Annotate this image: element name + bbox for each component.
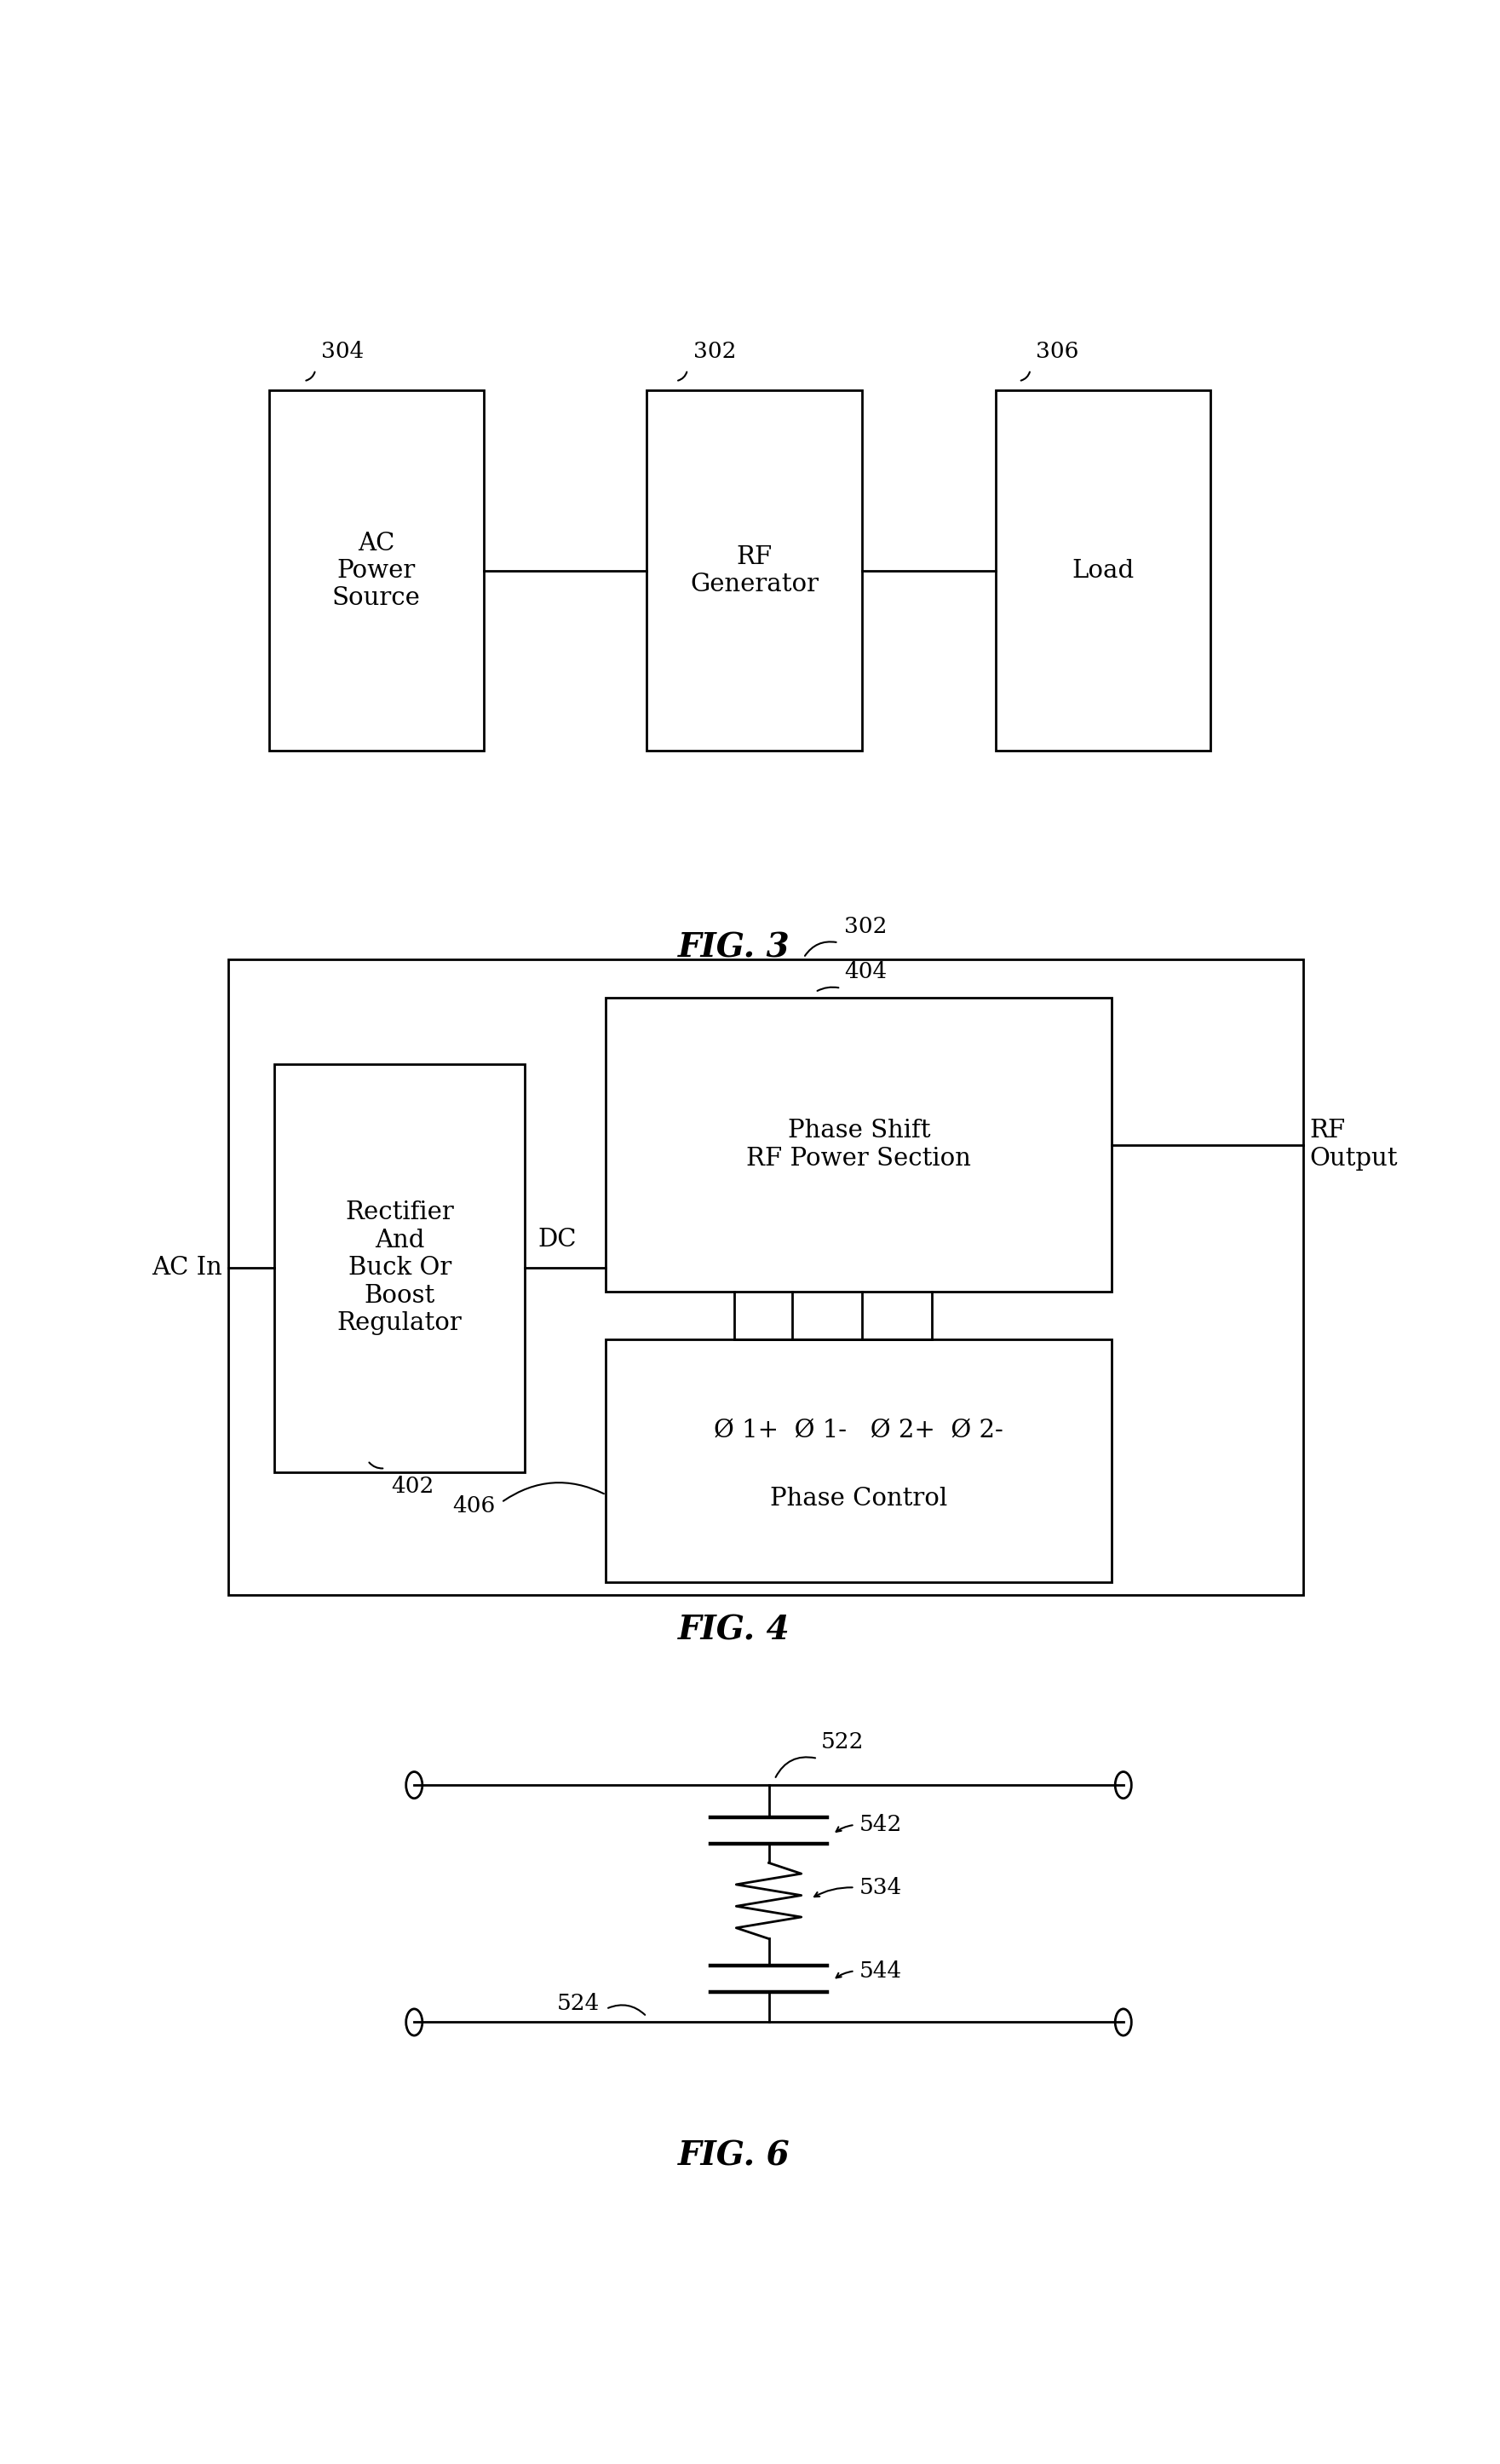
Text: RF
Generator: RF Generator — [690, 545, 819, 596]
Text: 544: 544 — [859, 1961, 901, 1981]
Text: Load: Load — [1072, 559, 1134, 582]
Text: 542: 542 — [859, 1814, 903, 1836]
Text: 406: 406 — [453, 1496, 495, 1518]
FancyBboxPatch shape — [606, 998, 1112, 1291]
Text: AC In: AC In — [152, 1257, 222, 1279]
FancyBboxPatch shape — [646, 389, 862, 752]
Text: 302: 302 — [693, 340, 736, 362]
Text: 304: 304 — [321, 340, 364, 362]
Text: Phase Control: Phase Control — [770, 1486, 948, 1510]
Text: FIG. 6: FIG. 6 — [678, 2139, 790, 2173]
Text: DC: DC — [538, 1227, 576, 1252]
Text: Phase Shift
RF Power Section: Phase Shift RF Power Section — [747, 1119, 970, 1170]
Text: 402: 402 — [392, 1476, 434, 1498]
Text: 522: 522 — [820, 1732, 864, 1752]
FancyBboxPatch shape — [274, 1064, 525, 1471]
Text: 534: 534 — [859, 1878, 903, 1897]
Text: FIG. 4: FIG. 4 — [678, 1614, 790, 1646]
Text: RF
Output: RF Output — [1310, 1119, 1398, 1170]
FancyBboxPatch shape — [606, 1338, 1112, 1582]
Text: Rectifier
And
Buck Or
Boost
Regulator: Rectifier And Buck Or Boost Regulator — [338, 1200, 462, 1335]
Text: 302: 302 — [844, 917, 888, 936]
Text: 524: 524 — [558, 1993, 600, 2013]
Text: AC
Power
Source: AC Power Source — [332, 532, 420, 611]
Text: 306: 306 — [1036, 340, 1078, 362]
Text: 404: 404 — [844, 961, 886, 983]
FancyBboxPatch shape — [268, 389, 484, 752]
FancyBboxPatch shape — [996, 389, 1211, 752]
FancyBboxPatch shape — [228, 958, 1304, 1594]
Text: FIG. 3: FIG. 3 — [678, 931, 790, 963]
Text: Ø 1+  Ø 1-   Ø 2+  Ø 2-: Ø 1+ Ø 1- Ø 2+ Ø 2- — [714, 1419, 1004, 1441]
